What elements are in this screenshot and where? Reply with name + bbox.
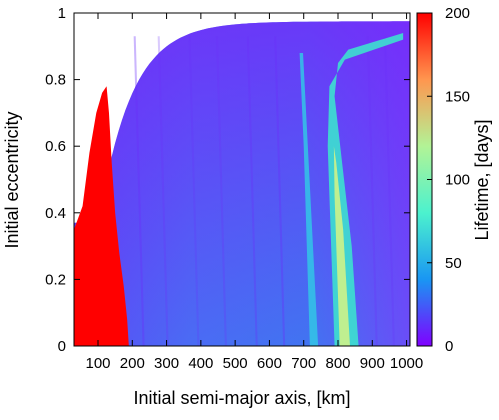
x-tick-label: 400 <box>188 355 213 372</box>
x-tick-label: 300 <box>154 355 179 372</box>
x-tick-label: 900 <box>360 355 385 372</box>
x-tick-label: 800 <box>325 355 350 372</box>
y-tick-label: 0.4 <box>45 205 66 222</box>
y-axis-ticks: 0 0.2 0.4 0.6 0.8 1 <box>45 5 410 355</box>
heatmap-impact-region <box>74 86 129 346</box>
x-axis-ticks: 100 200 300 400 500 600 700 800 900 1000 <box>85 13 423 372</box>
heatmap-streak <box>215 36 227 346</box>
heatmap-plot-area <box>74 21 410 346</box>
x-tick-label: 200 <box>120 355 145 372</box>
y-tick-label: 1 <box>58 5 66 22</box>
y-tick-label: 0.8 <box>45 72 66 89</box>
y-axis-label: Initial eccentricity <box>2 111 22 248</box>
heatmap-streak <box>157 36 169 346</box>
y-tick-label: 0.6 <box>45 138 66 155</box>
x-tick-label: 700 <box>291 355 316 372</box>
y-tick-label: 0.2 <box>45 271 66 288</box>
heatmap-streak <box>383 36 395 346</box>
y-tick-label: 0 <box>58 338 66 355</box>
plot-frame <box>73 12 411 347</box>
heatmap-streak <box>274 36 286 346</box>
colorbar-tick-label: 50 <box>445 255 462 272</box>
heatmap-band-820 <box>327 32 404 346</box>
x-tick-label: 1000 <box>390 355 423 372</box>
x-axis-label: Initial semi-major axis, [km] <box>133 388 350 408</box>
colorbar-label: Lifetime, [days] <box>472 119 492 240</box>
x-tick-label: 100 <box>85 355 110 372</box>
heatmap-band-700 <box>299 52 319 346</box>
heatmap-streak <box>246 36 258 346</box>
colorbar-ticks: 0 50 100 150 200 <box>427 5 470 355</box>
colorbar-tick-label: 100 <box>445 172 470 189</box>
x-tick-label: 600 <box>257 355 282 372</box>
heatmap-upper-gradient <box>74 21 410 346</box>
colorbar-tick-label: 0 <box>445 338 453 355</box>
x-tick-label: 500 <box>223 355 248 372</box>
colorbar: 0 50 100 150 200 Lifetime, [days] <box>416 5 492 355</box>
heatmap-band-820-core <box>333 146 350 346</box>
heatmap-streak <box>133 36 145 346</box>
heatmap-streak <box>188 36 200 346</box>
colorbar-tick-label: 200 <box>445 5 470 22</box>
heatmap-streak <box>366 36 378 346</box>
colorbar-tick-label: 150 <box>445 88 470 105</box>
